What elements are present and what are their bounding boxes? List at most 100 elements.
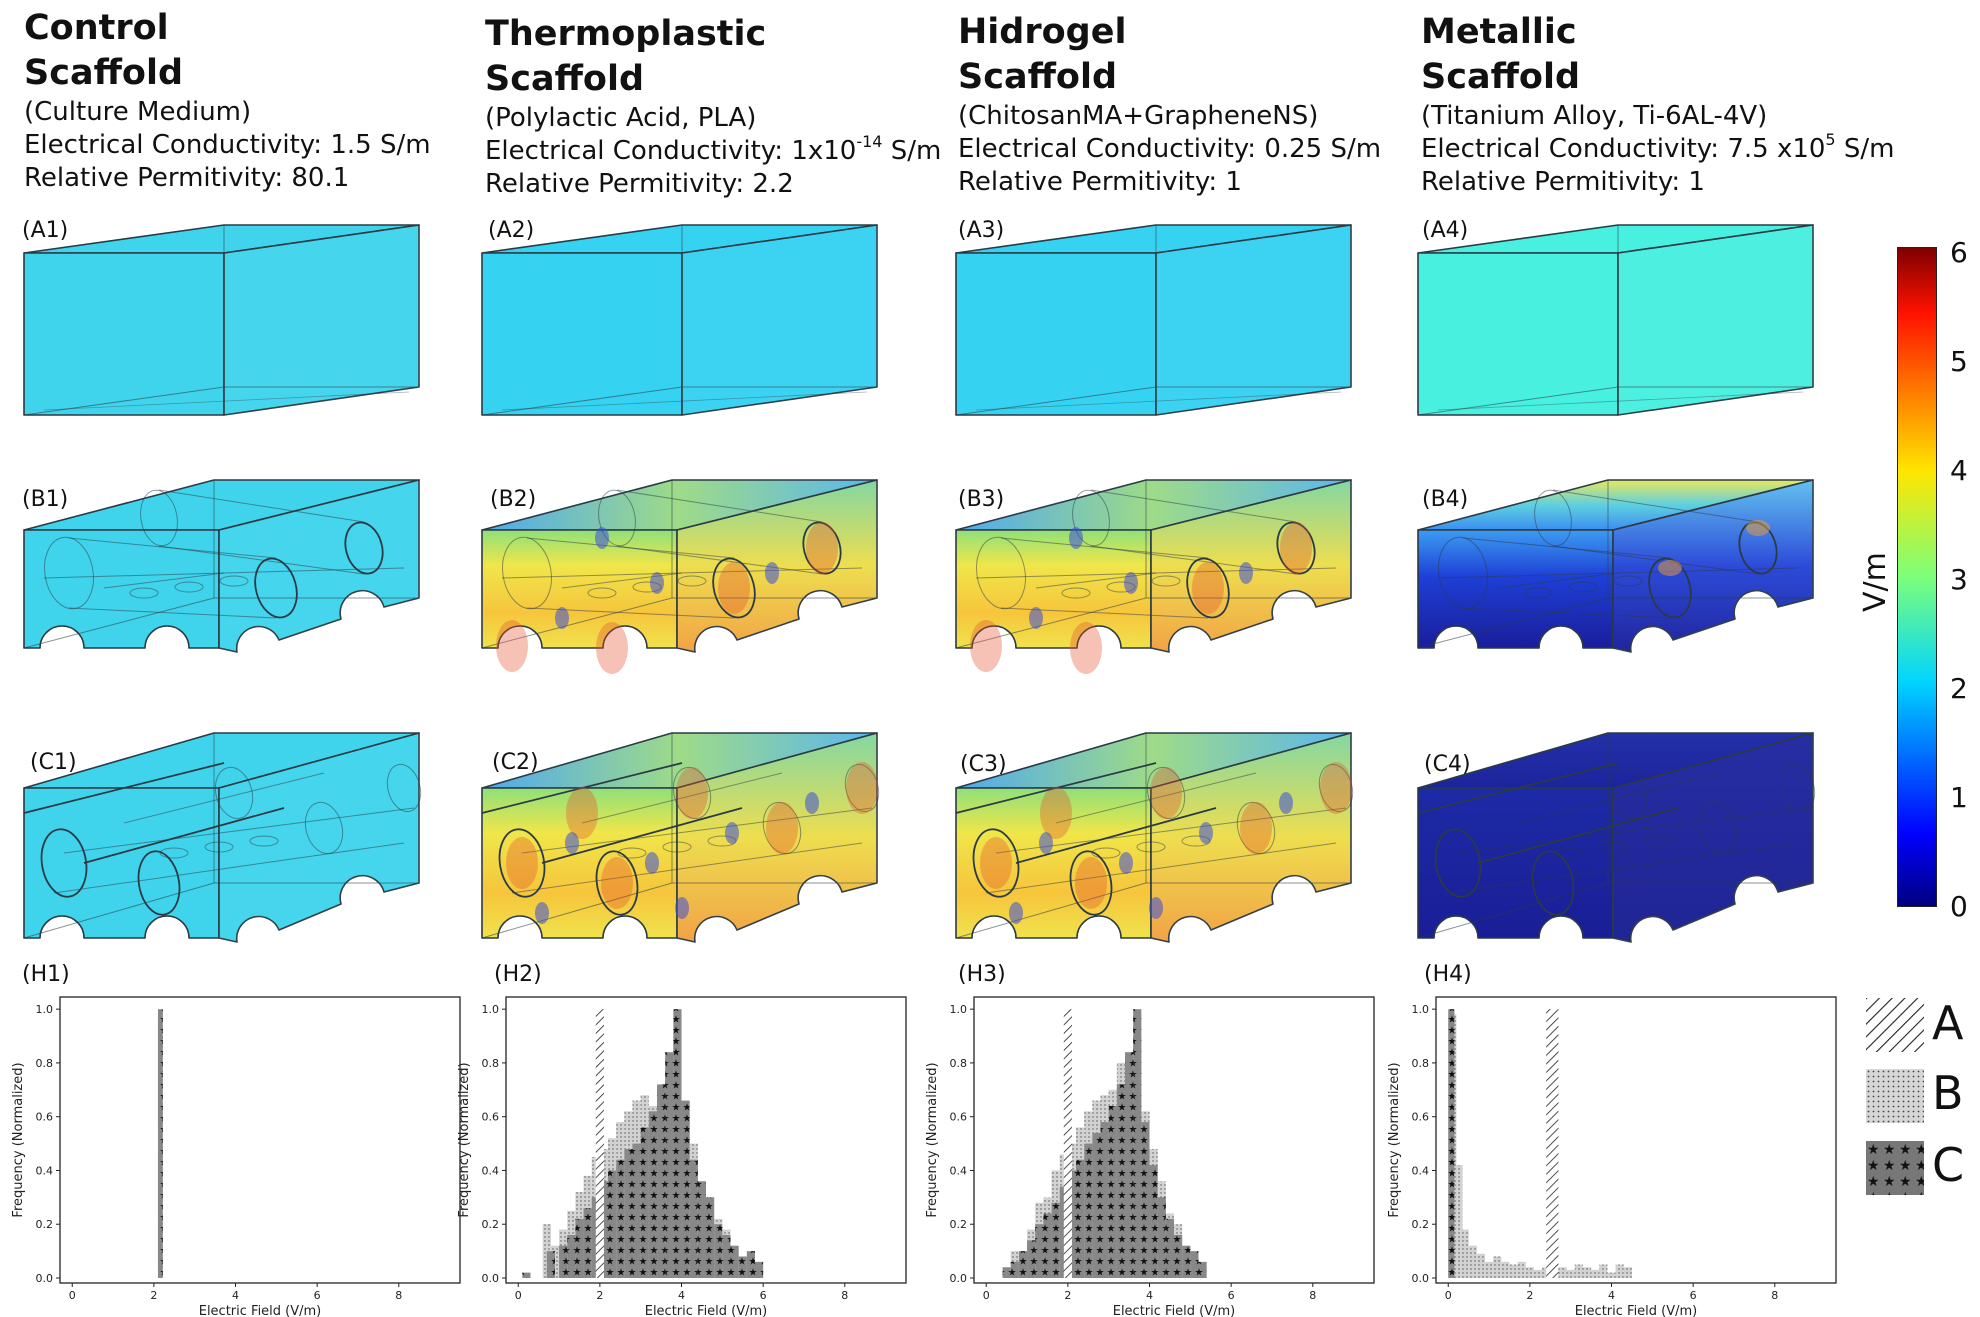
histogram-bar <box>1190 1251 1199 1278</box>
y-tick-label: 0.2 <box>950 1218 968 1231</box>
colorbar-unit: V/m <box>1858 552 1893 612</box>
panel-label: (A4) <box>1422 218 1469 243</box>
histogram-bar <box>746 1251 755 1278</box>
histogram-bar <box>1076 1159 1085 1278</box>
y-axis-label: Frequency (Normalized) <box>11 1062 26 1217</box>
histogram-bar <box>591 1197 600 1278</box>
histogram-bar <box>550 1245 560 1278</box>
histogram-bar <box>157 1009 163 1278</box>
histogram-bar <box>542 1224 551 1278</box>
histogram-bar <box>1517 1261 1526 1278</box>
histogram-bar <box>567 1234 576 1278</box>
histogram-bar <box>1484 1261 1494 1278</box>
y-tick-label: 0.6 <box>1412 1111 1430 1124</box>
legend-label: A <box>1932 996 1964 1050</box>
histogram-bar <box>546 1251 555 1278</box>
histogram-bar <box>640 1127 649 1278</box>
colorbar-tick: 4 <box>1950 454 1968 487</box>
material-name: (ChitosanMA+GrapheneNS) <box>958 101 1319 131</box>
histogram-bar <box>1125 1052 1134 1278</box>
x-tick-label: 6 <box>314 1289 321 1302</box>
histogram-bar <box>1043 1213 1052 1278</box>
histogram-bar <box>575 1218 584 1278</box>
y-tick-label: 0.4 <box>482 1164 500 1177</box>
y-axis-label: Frequency (Normalized) <box>925 1062 940 1217</box>
y-tick-label: 0.6 <box>36 1111 54 1124</box>
y-tick-label: 0.4 <box>950 1164 968 1177</box>
column-title: Scaffold <box>1421 57 1581 97</box>
histogram-bar <box>754 1261 764 1278</box>
y-tick-label: 0.0 <box>482 1272 500 1285</box>
scaffold-block <box>955 224 1352 416</box>
histogram-bar <box>657 1084 666 1278</box>
column-header-control: Control Scaffold (Culture Medium) Electr… <box>24 6 484 195</box>
permittivity: Relative Permitivity: 1 <box>1421 167 1705 197</box>
histogram-bar <box>1051 1202 1060 1278</box>
histogram-bar <box>1454 1165 1463 1278</box>
histogram-bar <box>1100 1122 1109 1278</box>
histogram-bar <box>1623 1267 1632 1278</box>
panel-label: (H1) <box>22 962 70 987</box>
histogram-bar <box>1493 1256 1502 1278</box>
y-tick-label: 0.4 <box>1412 1164 1430 1177</box>
scaffold-block <box>955 732 1354 943</box>
column-title: Scaffold <box>958 57 1118 97</box>
x-axis-label: Electric Field (V/m) <box>199 1304 322 1317</box>
x-tick-label: 8 <box>1771 1289 1778 1302</box>
conductivity: Electrical Conductivity: 1x10-14 S/m <box>485 132 942 167</box>
histogram-bar <box>1133 1009 1142 1278</box>
histogram-bar <box>599 1181 609 1278</box>
y-tick-label: 0.0 <box>1412 1272 1430 1285</box>
histogram-bar <box>1157 1197 1166 1278</box>
histogram-bar <box>722 1234 731 1278</box>
histogram-bar <box>1546 1009 1559 1278</box>
colorbar-tick: 2 <box>1950 672 1968 705</box>
x-tick-label: 2 <box>596 1289 603 1302</box>
material-name: (Culture Medium) <box>24 97 252 127</box>
histogram-bar <box>738 1256 747 1278</box>
x-tick-label: 2 <box>150 1289 157 1302</box>
panel-label: (B1) <box>22 487 69 512</box>
histogram-bar <box>1476 1253 1485 1278</box>
column-title: Hidrogel <box>958 12 1127 52</box>
x-tick-label: 8 <box>395 1289 402 1302</box>
x-axis-label: Electric Field (V/m) <box>1113 1304 1236 1317</box>
colorbar-tick: 6 <box>1950 236 1968 269</box>
histogram-bar <box>1525 1267 1534 1278</box>
x-tick-label: 6 <box>760 1289 767 1302</box>
histogram-bar <box>1558 1267 1567 1278</box>
histogram-bar <box>1509 1264 1518 1278</box>
x-tick-label: 0 <box>69 1289 76 1302</box>
histogram-bar <box>559 1245 568 1278</box>
histogram-bar <box>595 1009 604 1278</box>
histogram-bar <box>1468 1245 1477 1278</box>
y-tick-label: 0.2 <box>36 1218 54 1231</box>
scaffold-block <box>955 479 1352 674</box>
histogram-bar <box>1533 1269 1543 1278</box>
histogram-bar <box>1607 1272 1616 1278</box>
histogram-bar <box>697 1181 706 1278</box>
panel-label: (A3) <box>958 218 1005 243</box>
histogram-bar <box>1182 1245 1191 1278</box>
colorbar <box>1897 247 1937 907</box>
y-axis-label: Frequency (Normalized) <box>457 1062 472 1217</box>
histogram-bar <box>1501 1261 1510 1278</box>
x-axis-label: Electric Field (V/m) <box>645 1304 768 1317</box>
panel-label: (C4) <box>1424 752 1471 777</box>
scaffold-block <box>481 732 880 943</box>
histogram-bar <box>1574 1264 1583 1278</box>
x-tick-label: 4 <box>1146 1289 1153 1302</box>
histogram-bar <box>689 1159 698 1278</box>
y-tick-label: 1.0 <box>950 1003 968 1016</box>
histogram-bar <box>624 1148 633 1278</box>
histogram-bar <box>730 1245 739 1278</box>
x-tick-label: 0 <box>515 1289 522 1302</box>
colorbar-tick: 0 <box>1950 890 1968 923</box>
column-title: Metallic <box>1421 12 1577 52</box>
histogram-bar <box>1460 1229 1469 1278</box>
scaffold-block <box>1417 224 1814 416</box>
histogram-bar <box>1615 1264 1624 1278</box>
histogram-bar <box>1084 1143 1093 1278</box>
